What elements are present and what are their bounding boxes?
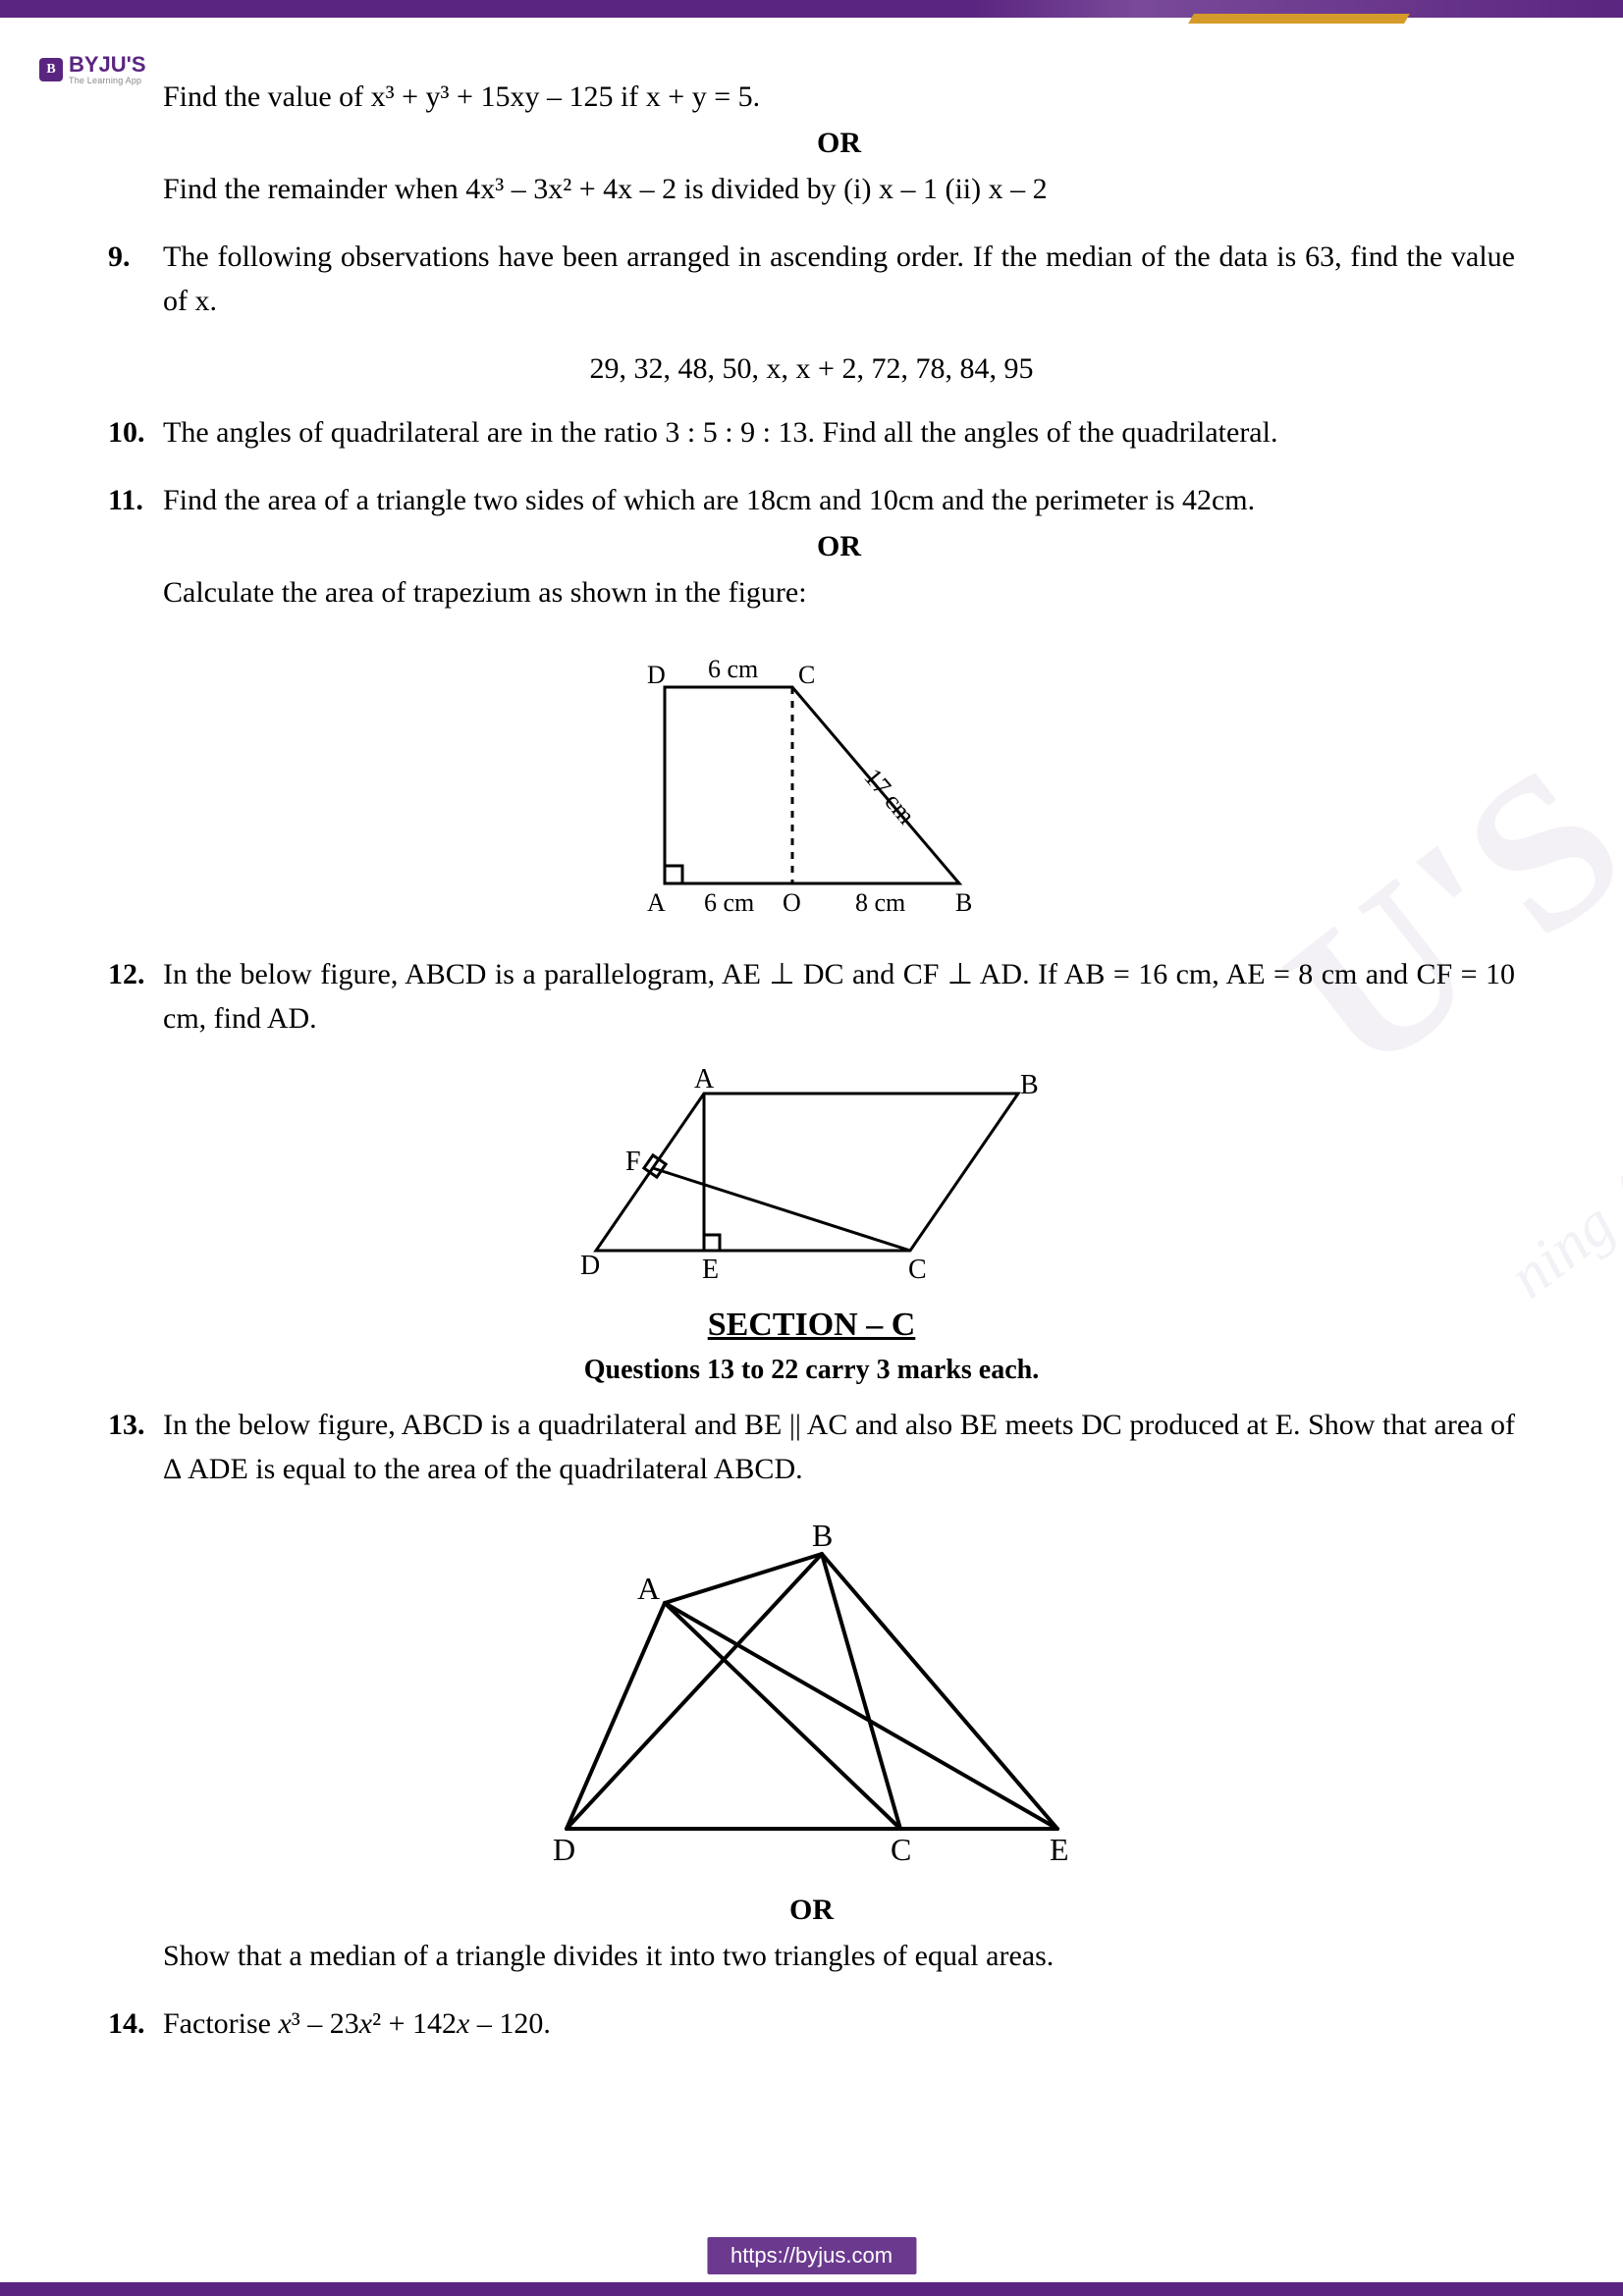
vertex-A: A <box>637 1571 660 1606</box>
question-text: The angles of quadrilateral are in the r… <box>163 410 1515 454</box>
brand-logo: B BYJU'S The Learning App <box>39 54 146 85</box>
page-content: Find the value of x³ + y³ + 15xy – 125 i… <box>0 18 1623 2046</box>
question-10: 10. The angles of quadrilateral are in t… <box>108 410 1515 454</box>
question-text: In the below figure, ABCD is a quadrilat… <box>163 1403 1515 1491</box>
vertex-D: D <box>580 1251 600 1280</box>
question-text: Find the value of x³ + y³ + 15xy – 125 i… <box>163 75 1515 119</box>
question-number: 12. <box>108 952 163 1041</box>
question-number <box>108 75 163 211</box>
figure-quadrilateral: B A D C E <box>108 1515 1515 1868</box>
question-number: 10. <box>108 410 163 454</box>
vertex-B: B <box>1020 1070 1039 1100</box>
data-sequence: 29, 32, 48, 50, x, x + 2, 72, 78, 84, 95 <box>108 347 1515 391</box>
figure-trapezium: D C A O B 6 cm 6 cm 8 cm 17 cm <box>108 638 1515 933</box>
vertex-D: D <box>647 661 666 689</box>
question-alt: Show that a median of a triangle divides… <box>163 1934 1515 1978</box>
dim-OB: 8 cm <box>855 888 905 917</box>
section-title: SECTION – C <box>108 1300 1515 1350</box>
logo-text: BYJU'S <box>69 54 146 76</box>
question-number: 14. <box>108 2002 163 2046</box>
vertex-A: A <box>694 1064 715 1095</box>
or-divider: OR <box>108 1888 1515 1932</box>
or-divider: OR <box>163 121 1515 165</box>
section-subtitle: Questions 13 to 22 carry 3 marks each. <box>108 1350 1515 1391</box>
question-number: 11. <box>108 478 163 614</box>
question-text: Factorise x³ – 23x² + 142x – 120. <box>163 2002 1515 2046</box>
question-13-alt: Show that a median of a triangle divides… <box>108 1934 1515 1978</box>
question-11: 11. Find the area of a triangle two side… <box>108 478 1515 614</box>
vertex-C: C <box>798 661 815 689</box>
question-8: Find the value of x³ + y³ + 15xy – 125 i… <box>108 75 1515 211</box>
question-13: 13. In the below figure, ABCD is a quadr… <box>108 1403 1515 1491</box>
dim-CB: 17 cm <box>858 763 921 829</box>
section-heading: SECTION – C Questions 13 to 22 carry 3 m… <box>108 1300 1515 1391</box>
footer-band <box>0 2282 1623 2296</box>
vertex-F: F <box>625 1147 641 1177</box>
question-12: 12. In the below figure, ABCD is a paral… <box>108 952 1515 1041</box>
vertex-E: E <box>1050 1832 1069 1867</box>
question-text: The following observations have been arr… <box>163 235 1515 323</box>
dim-AO: 6 cm <box>704 888 754 917</box>
vertex-B: B <box>955 888 972 917</box>
question-alt: Find the remainder when 4x³ – 3x² + 4x –… <box>163 167 1515 211</box>
question-alt: Calculate the area of trapezium as shown… <box>163 570 1515 614</box>
vertex-C: C <box>891 1832 911 1867</box>
vertex-O: O <box>783 888 801 917</box>
question-9: 9. The following observations have been … <box>108 235 1515 323</box>
logo-mark-icon: B <box>39 58 63 81</box>
question-number: 13. <box>108 1403 163 1491</box>
vertex-E: E <box>702 1255 719 1280</box>
figure-parallelogram: A B C D E F <box>108 1064 1515 1280</box>
vertex-B: B <box>812 1518 833 1553</box>
question-number: 9. <box>108 235 163 323</box>
or-divider: OR <box>163 524 1515 568</box>
vertex-D: D <box>553 1832 575 1867</box>
dim-DC: 6 cm <box>708 655 758 683</box>
vertex-A: A <box>647 888 666 917</box>
logo-tagline: The Learning App <box>69 76 146 85</box>
footer-url[interactable]: https://byjus.com <box>707 2237 916 2274</box>
vertex-C: C <box>908 1255 927 1280</box>
question-14: 14. Factorise x³ – 23x² + 142x – 120. <box>108 2002 1515 2046</box>
question-text: Find the area of a triangle two sides of… <box>163 478 1515 522</box>
question-text: In the below figure, ABCD is a parallelo… <box>163 952 1515 1041</box>
